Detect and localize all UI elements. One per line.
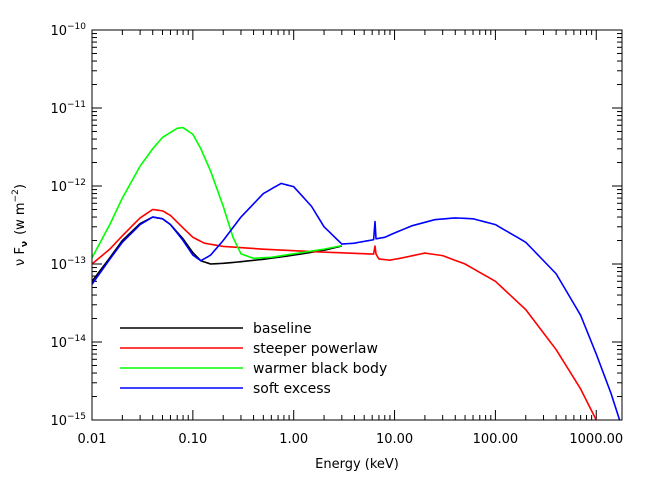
y-axis-title: ν Fν(w m−2)	[11, 184, 30, 266]
y-tick-label: 10−15	[50, 412, 86, 429]
x-tick-label: 0.01	[78, 432, 107, 447]
legend-label-baseline: baseline	[253, 321, 312, 337]
series-line-soft-excess	[92, 182, 621, 420]
y-tick-labels: 10−15 10−14 10−13 10−12 10−11 10−10	[50, 22, 86, 429]
x-tick-label: 1.00	[279, 432, 308, 447]
x-tick-label: 10.00	[376, 432, 413, 447]
y-tick-label: 10−11	[50, 100, 86, 117]
y-tick-label: 10−14	[50, 334, 86, 351]
x-tick-label: 100.00	[473, 432, 519, 447]
x-tick-label: 1000.00	[569, 432, 623, 447]
legend-label-soft-excess: soft excess	[253, 381, 331, 397]
x-axis-title: Energy (keV)	[315, 457, 399, 472]
legend-label-warmer-black-body: warmer black body	[253, 361, 387, 377]
axis-ticks	[91, 29, 622, 421]
series-line-steeper-powerlaw	[92, 208, 597, 420]
series-line-warmer-black-body	[92, 126, 342, 260]
y-tick-label: 10−13	[50, 256, 86, 273]
y-tick-label: 10−10	[50, 22, 86, 39]
y-tick-label: 10−12	[50, 178, 86, 195]
series-line-baseline	[92, 216, 343, 282]
series-lines	[92, 126, 621, 420]
legend-label-steeper-powerlaw: steeper powerlaw	[253, 341, 378, 357]
x-tick-labels: 0.01 0.10 1.00 10.00 100.00 1000.00	[78, 432, 624, 447]
plot-frame	[91, 29, 623, 421]
x-tick-label: 0.10	[178, 432, 207, 447]
legend: baseline steeper powerlaw warmer black b…	[120, 321, 387, 397]
